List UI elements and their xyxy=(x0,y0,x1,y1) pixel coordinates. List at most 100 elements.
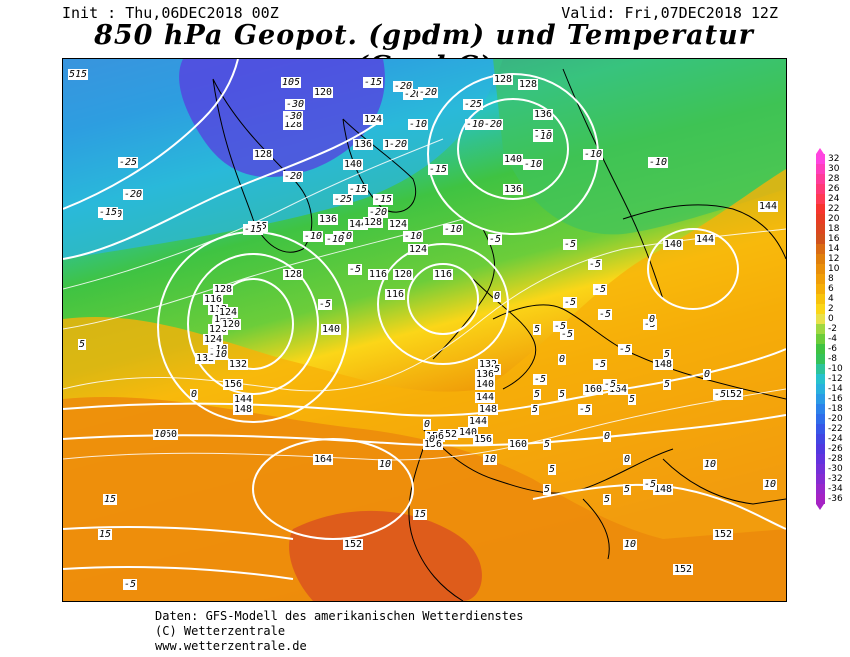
geopotential-label: 132 xyxy=(478,359,499,370)
geopotential-label: 120 xyxy=(393,269,414,280)
temperature-label: -30 xyxy=(283,111,304,122)
temperature-label: 5 xyxy=(543,484,552,495)
temperature-label: -10 xyxy=(583,149,604,160)
geopotential-label: 164 xyxy=(313,454,334,465)
geopotential-label: 120 xyxy=(221,319,242,330)
legend-top-arrow xyxy=(816,148,824,154)
geopotential-label: 152 xyxy=(673,564,694,575)
legend-swatch xyxy=(816,284,825,294)
legend-tick-label: -36 xyxy=(828,494,843,504)
hot-zone-africa xyxy=(289,510,482,601)
temperature-label: -15 xyxy=(68,69,89,80)
legend-tick-label: 16 xyxy=(828,234,840,244)
legend-swatch xyxy=(816,214,825,224)
temperature-label: 10 xyxy=(703,459,718,470)
legend-tick-label: -2 xyxy=(828,324,837,334)
temperature-label: 0 xyxy=(603,431,612,442)
geopotential-label: 148 xyxy=(478,404,499,415)
temperature-label: 5 xyxy=(493,364,502,375)
legend-tick-label: -26 xyxy=(828,444,843,454)
temperature-label: -5 xyxy=(318,299,333,310)
temperature-label: 15 xyxy=(98,529,113,540)
legend-swatch xyxy=(816,364,825,374)
geopotential-label: 136 xyxy=(533,109,554,120)
scandinavia-zone xyxy=(493,59,786,235)
geopotential-label: 144 xyxy=(758,201,779,212)
temperature-label: -5 xyxy=(593,284,608,295)
legend-swatch xyxy=(816,314,825,324)
website-link[interactable]: www.wetterzentrale.de xyxy=(155,639,307,653)
legend-swatch xyxy=(816,244,825,254)
temperature-label: 5 xyxy=(78,339,87,350)
legend-tick-label: 2 xyxy=(828,304,834,314)
geopotential-label: 152 xyxy=(343,539,364,550)
temperature-label: 5 xyxy=(663,379,672,390)
geopotential-label: 140 xyxy=(503,154,524,165)
temperature-label: -25 xyxy=(118,157,139,168)
geopotential-label: 120 xyxy=(313,87,334,98)
geopotential-label: 148 xyxy=(653,484,674,495)
temperature-label: -5 xyxy=(348,264,363,275)
geopotential-label: 124 xyxy=(203,334,224,345)
temperature-label: 10 xyxy=(763,479,778,490)
warm-zone-orange xyxy=(63,396,786,601)
temperature-label: -25 xyxy=(333,194,354,205)
temperature-label: 10 xyxy=(483,454,498,465)
legend-tick-label: -10 xyxy=(828,364,843,374)
temperature-label: 10 xyxy=(153,429,168,440)
data-source-line: Daten: GFS-Modell des amerikanischen Wet… xyxy=(155,609,524,623)
legend-swatch xyxy=(816,254,825,264)
legend-swatch xyxy=(816,224,825,234)
temperature-label: 5 xyxy=(548,464,557,475)
geopotential-label: 128 xyxy=(283,269,304,280)
legend-tick-label: 24 xyxy=(828,194,840,204)
legend-swatch xyxy=(816,394,825,404)
temperature-label: 5 xyxy=(68,69,77,80)
geopotential-label: 116 xyxy=(203,294,224,305)
temperature-label: -5 xyxy=(563,239,578,250)
geopotential-label: 132 xyxy=(228,359,249,370)
geopotential-label: 132 xyxy=(195,353,216,364)
geopotential-label: 116 xyxy=(433,269,454,280)
temperature-label: -10 xyxy=(523,159,544,170)
geopotential-label: 136 xyxy=(318,214,339,225)
geopotential-label: 124 xyxy=(408,244,429,255)
temperature-label: -20 xyxy=(418,87,439,98)
temperature-label: -15 xyxy=(98,207,119,218)
temperature-label: 0 xyxy=(428,434,437,445)
legend-swatch xyxy=(816,374,825,384)
coastlines xyxy=(212,68,786,601)
legend-swatch xyxy=(816,414,825,424)
temperature-label: 10 xyxy=(623,539,638,550)
temperature-label: -10 xyxy=(648,157,669,168)
legend-tick-label: 14 xyxy=(828,244,840,254)
temperature-label: -20 xyxy=(283,171,304,182)
geopotential-label: 136 xyxy=(503,184,524,195)
temperature-label: -5 xyxy=(618,344,633,355)
legend-swatch xyxy=(816,264,825,274)
geopotential-label: 140 xyxy=(663,239,684,250)
temperature-label: -5 xyxy=(578,404,593,415)
temperature-label: -15 xyxy=(348,184,369,195)
temperature-label: 5 xyxy=(533,389,542,400)
geopotential-label: 152 xyxy=(723,389,744,400)
geopotential-label: 144 xyxy=(695,234,716,245)
legend-tick-label: -6 xyxy=(828,344,837,354)
geopotential-label: 140 xyxy=(475,379,496,390)
temperature-label: -10 xyxy=(443,224,464,235)
legend-swatch xyxy=(816,404,825,414)
geopotential-label: 140 xyxy=(343,159,364,170)
legend-swatch xyxy=(816,324,825,334)
geopotential-label: 156 xyxy=(223,379,244,390)
legend-tick-label: 28 xyxy=(828,174,840,184)
temperature-label: -5 xyxy=(560,329,575,340)
legend-tick-label: -22 xyxy=(828,424,843,434)
temperature-label: 5 xyxy=(603,494,612,505)
geopotential-label: 140 xyxy=(458,427,479,438)
temperature-label: -15 xyxy=(363,77,384,88)
legend-tick-label: -34 xyxy=(828,484,843,494)
valid-time: Valid: Fri,07DEC2018 12Z xyxy=(561,4,778,22)
legend-tick-label: -12 xyxy=(828,374,843,384)
legend-tick-label: 10 xyxy=(828,264,840,274)
temperature-label: -5 xyxy=(123,579,138,590)
